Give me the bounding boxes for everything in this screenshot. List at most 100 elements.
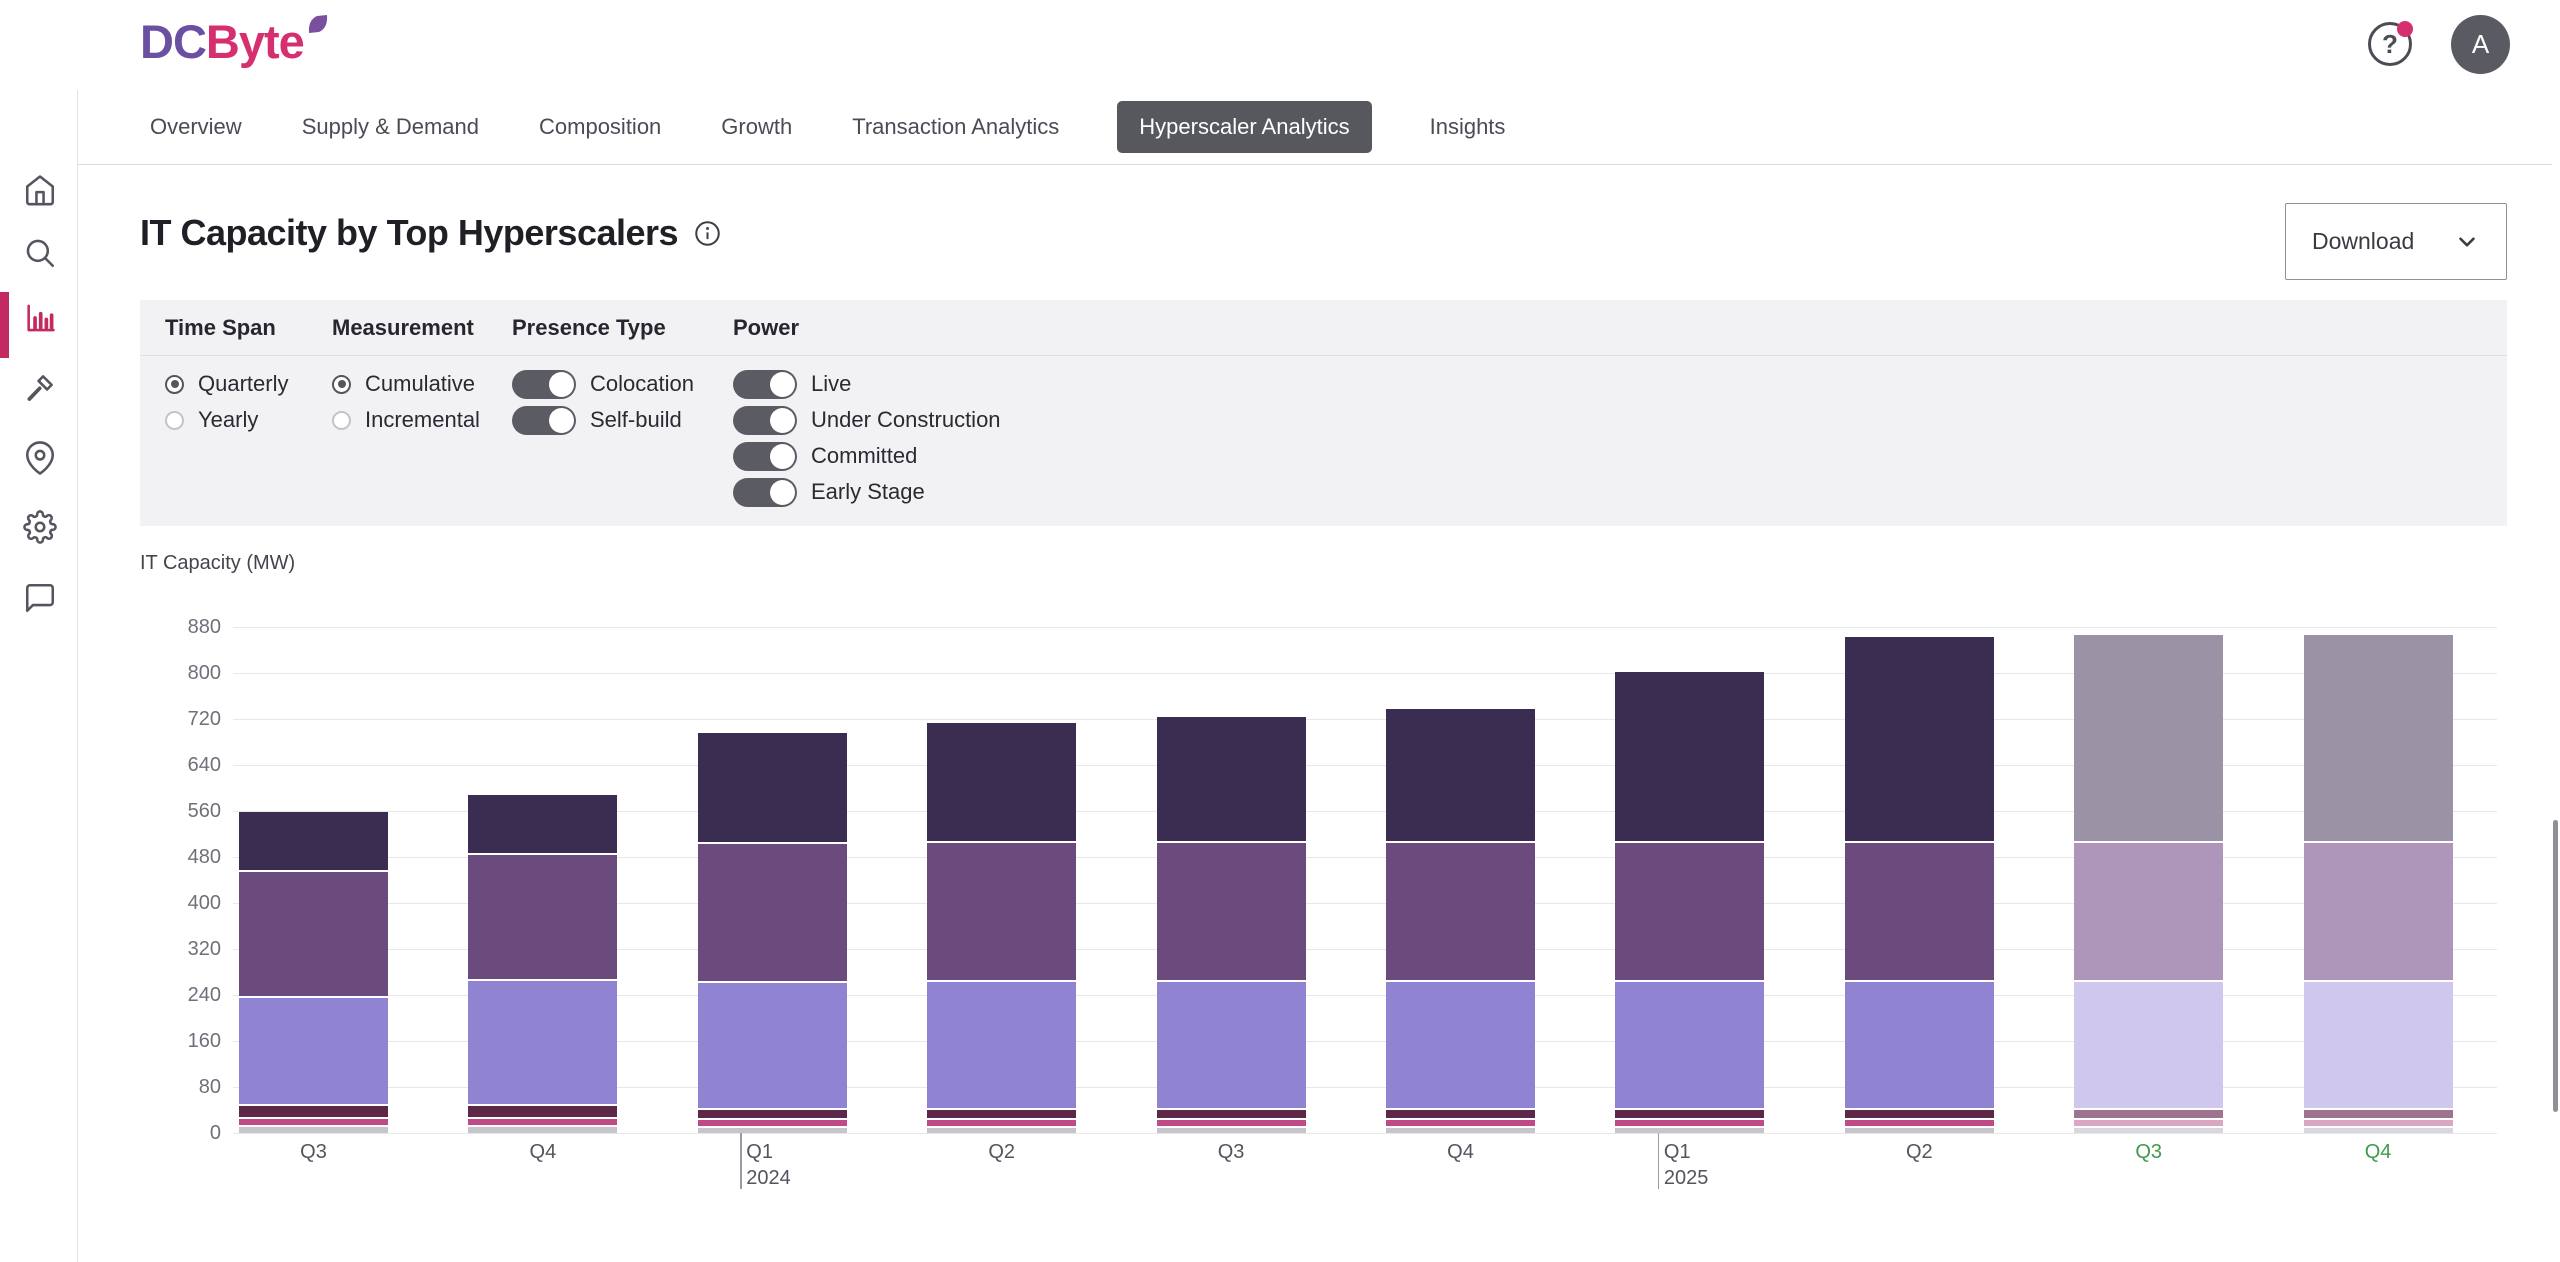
toggle-committed[interactable]	[733, 441, 797, 471]
segment-maroon[interactable]	[468, 1105, 618, 1119]
toggle-live[interactable]	[733, 369, 797, 399]
segment-gray-bottom[interactable]	[1386, 1127, 1535, 1133]
toggle-colocation[interactable]	[512, 369, 576, 399]
y-tick-label-0: 0	[209, 1122, 221, 1144]
sidebar-item-bar-chart[interactable]	[22, 300, 58, 336]
tab-supply-demand[interactable]: Supply & Demand	[301, 114, 480, 139]
segment-medium-purple[interactable]	[1615, 843, 1765, 982]
segment-pink[interactable]	[927, 1119, 1077, 1128]
segment-maroon[interactable]	[2303, 1110, 2453, 1120]
sidebar-item-search[interactable]	[22, 235, 58, 271]
segment-dark-purple[interactable]	[1844, 636, 1994, 844]
avatar[interactable]: A	[2451, 15, 2510, 74]
segment-dark-purple[interactable]	[239, 811, 388, 872]
left-sidebar	[0, 90, 78, 1262]
segment-light-purple[interactable]	[2074, 981, 2224, 1110]
tab-transaction-analytics[interactable]: Transaction Analytics	[852, 114, 1060, 139]
segment-maroon[interactable]	[1615, 1110, 1765, 1120]
vertical-scrollbar[interactable]	[2553, 820, 2558, 1112]
segment-gray-bottom[interactable]	[697, 1127, 847, 1133]
segment-light-purple[interactable]	[239, 997, 388, 1106]
segment-dark-purple[interactable]	[1615, 671, 1765, 844]
radio-incremental[interactable]	[332, 410, 351, 430]
segment-maroon[interactable]	[2074, 1110, 2224, 1120]
sidebar-item-gear[interactable]	[22, 509, 58, 545]
tab-insights[interactable]: Insights	[1429, 114, 1506, 139]
segment-maroon[interactable]	[1156, 1110, 1306, 1120]
segment-light-purple[interactable]	[1156, 981, 1306, 1110]
segment-pink[interactable]	[2074, 1119, 2224, 1128]
segment-pink[interactable]	[239, 1118, 388, 1128]
tab-hyperscaler-analytics[interactable]: Hyperscaler Analytics	[1117, 101, 1372, 153]
segment-gray-bottom[interactable]	[468, 1127, 618, 1133]
toggle-self-build[interactable]	[512, 405, 576, 435]
segment-pink[interactable]	[2303, 1119, 2453, 1128]
segment-pink[interactable]	[1386, 1119, 1535, 1128]
x-tick-label-3: Q2	[988, 1141, 1016, 1163]
segment-maroon[interactable]	[239, 1105, 388, 1119]
filter-group-header-presence-type: Presence Type	[512, 315, 733, 341]
info-icon[interactable]	[694, 220, 721, 247]
segment-maroon[interactable]	[697, 1110, 847, 1120]
help-button[interactable]: ?	[2368, 21, 2413, 66]
toggle-early-stage[interactable]	[733, 477, 797, 507]
segment-gray-bottom[interactable]	[239, 1127, 388, 1133]
segment-dark-purple[interactable]	[697, 733, 847, 845]
sidebar-item-hammer[interactable]	[22, 370, 58, 406]
segment-dark-purple[interactable]	[2303, 635, 2453, 844]
segment-pink[interactable]	[1615, 1119, 1765, 1128]
segment-gray-bottom[interactable]	[927, 1127, 1077, 1133]
sidebar-item-chat[interactable]	[22, 580, 58, 616]
segment-light-purple[interactable]	[927, 981, 1077, 1110]
segment-light-purple[interactable]	[697, 982, 847, 1110]
segment-pink[interactable]	[1156, 1119, 1306, 1128]
x-tick-label-8: Q3	[2135, 1141, 2163, 1163]
segment-gray-bottom[interactable]	[2074, 1127, 2224, 1133]
segment-light-purple[interactable]	[1615, 981, 1765, 1110]
segment-light-purple[interactable]	[2303, 981, 2453, 1110]
segment-medium-purple[interactable]	[2303, 843, 2453, 982]
filter-group-label: Time Span	[165, 314, 276, 340]
toggle-under-construction[interactable]	[733, 405, 797, 435]
radio-quarterly[interactable]	[165, 374, 184, 394]
segment-medium-purple[interactable]	[468, 854, 618, 981]
segment-dark-purple[interactable]	[927, 723, 1077, 844]
tab-growth[interactable]: Growth	[721, 114, 793, 139]
segment-pink[interactable]	[697, 1119, 847, 1128]
segment-maroon[interactable]	[927, 1110, 1077, 1120]
segment-dark-purple[interactable]	[1386, 709, 1535, 844]
segment-gray-bottom[interactable]	[1844, 1127, 1994, 1133]
segment-medium-purple[interactable]	[927, 843, 1077, 982]
x-tick-label-2: Q1	[746, 1141, 773, 1163]
segment-medium-purple[interactable]	[1156, 843, 1306, 982]
segment-light-purple[interactable]	[1844, 981, 1994, 1110]
segment-medium-purple[interactable]	[697, 844, 847, 983]
tab-overview[interactable]: Overview	[150, 114, 242, 139]
segment-dark-purple[interactable]	[468, 795, 618, 855]
sidebar-item-home[interactable]	[22, 172, 58, 208]
segment-maroon[interactable]	[1844, 1110, 1994, 1120]
segment-gray-bottom[interactable]	[1156, 1127, 1306, 1133]
segment-medium-purple[interactable]	[1844, 843, 1994, 982]
dcbyte-logo[interactable]: DC Byte	[140, 14, 330, 69]
download-label: Download	[2312, 228, 2415, 254]
segment-medium-purple[interactable]	[239, 871, 388, 998]
segment-light-purple[interactable]	[1386, 981, 1535, 1110]
segment-medium-purple[interactable]	[1386, 843, 1535, 982]
segment-dark-purple[interactable]	[2074, 635, 2224, 844]
segment-maroon[interactable]	[1386, 1110, 1535, 1120]
download-button[interactable]: Download	[2285, 203, 2507, 280]
segment-pink[interactable]	[468, 1118, 618, 1128]
radio-cumulative[interactable]	[332, 374, 351, 394]
segment-medium-purple[interactable]	[2074, 843, 2224, 982]
segment-gray-bottom[interactable]	[2303, 1127, 2453, 1133]
segment-light-purple[interactable]	[468, 980, 618, 1106]
radio-yearly[interactable]	[165, 410, 184, 430]
segment-pink[interactable]	[1844, 1119, 1994, 1128]
sidebar-item-map-pin[interactable]	[22, 440, 58, 476]
segment-gray-bottom[interactable]	[1615, 1127, 1765, 1133]
segment-dark-purple[interactable]	[1156, 716, 1306, 844]
tab-composition[interactable]: Composition	[539, 114, 662, 139]
filter-option-label: Yearly	[198, 407, 259, 432]
filter-option-committed: Committed	[733, 438, 1001, 474]
